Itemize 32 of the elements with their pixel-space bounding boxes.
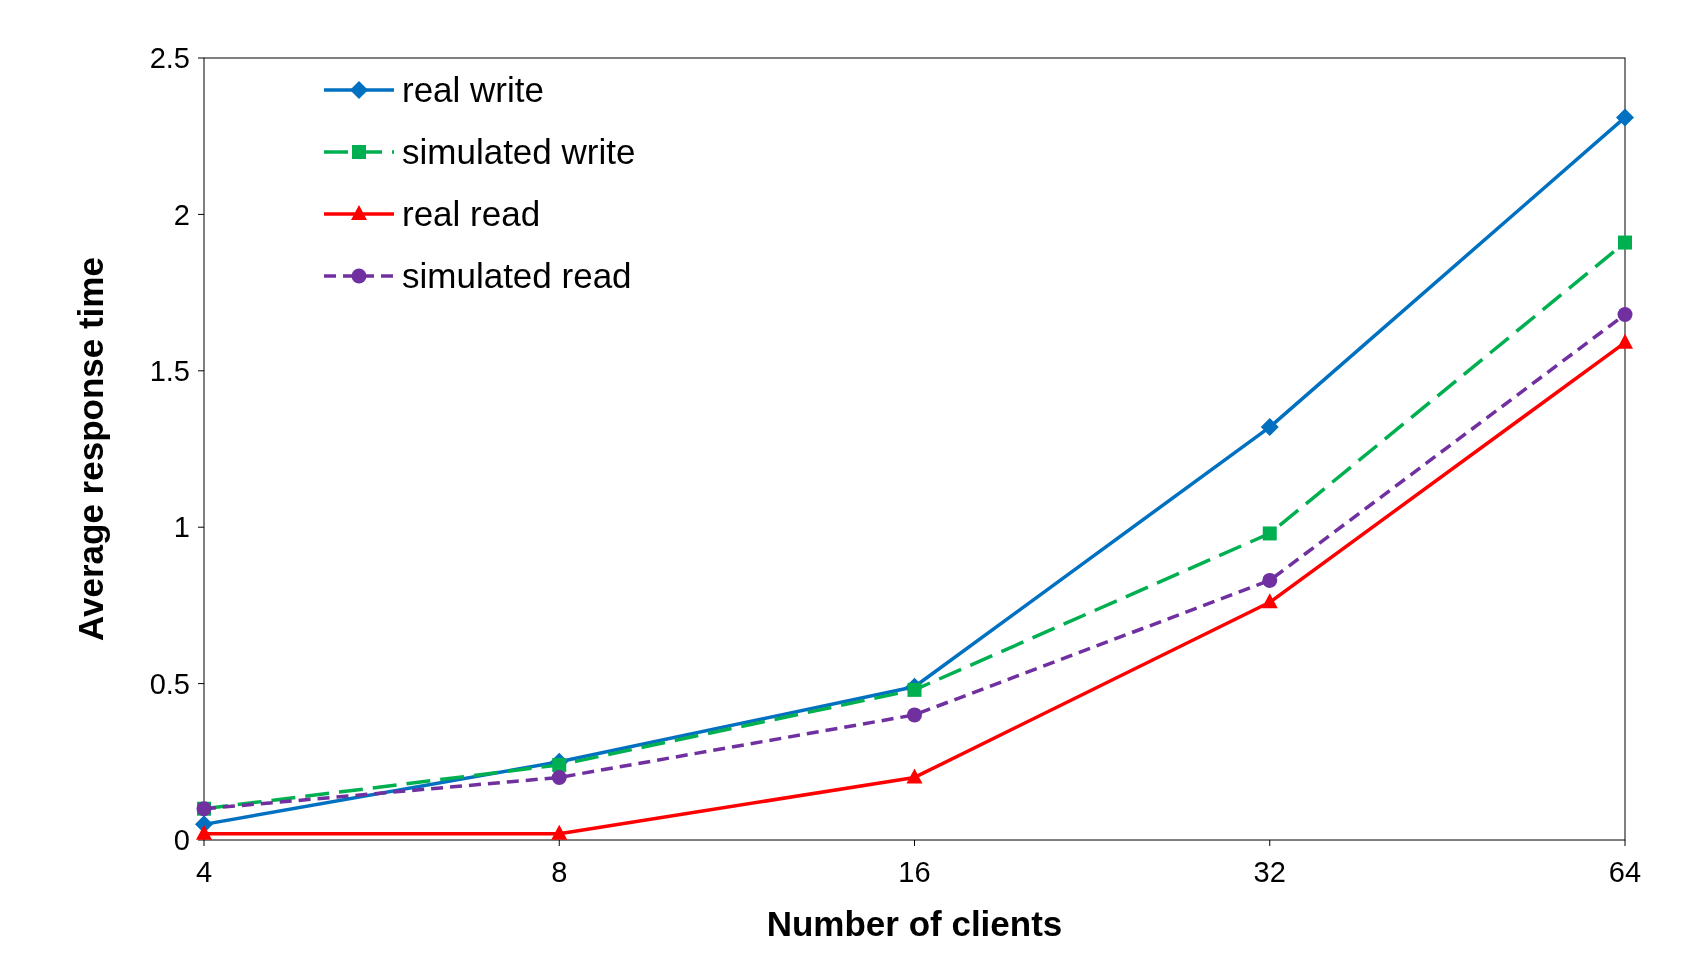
point (907, 707, 922, 723)
point (196, 824, 212, 840)
x-tick-label: 64 (1608, 856, 1642, 888)
point (1262, 526, 1277, 541)
legend-label: real read (402, 194, 541, 234)
x-tick-label: 32 (1253, 856, 1286, 888)
point (907, 682, 922, 697)
point (551, 824, 568, 840)
point (1260, 418, 1279, 437)
y-tick-label: 1 (173, 511, 190, 544)
y-axis-title: Average response time (71, 257, 110, 641)
x-tick-label: 16 (898, 856, 931, 888)
point (906, 768, 923, 784)
point (552, 757, 567, 772)
point (1616, 108, 1634, 127)
legend-label: simulated read (402, 256, 632, 296)
point (1262, 572, 1278, 588)
y-tick-label: 0.5 (149, 667, 190, 700)
x-tick-label: 4 (195, 856, 213, 888)
legend-label: real write (402, 70, 544, 110)
point (551, 769, 567, 785)
point (1261, 593, 1278, 609)
y-tick-label: 2.5 (149, 42, 190, 75)
point (1618, 235, 1632, 250)
x-tick-label: 8 (551, 856, 568, 888)
y-tick-label: 1.5 (149, 354, 190, 387)
y-tick-label: 0 (173, 824, 190, 857)
legend-label: simulated write (402, 132, 636, 172)
point (1617, 333, 1633, 349)
x-axis-title: Number of clients (766, 904, 1063, 943)
y-tick-label: 2 (173, 198, 190, 231)
point (1617, 307, 1633, 322)
